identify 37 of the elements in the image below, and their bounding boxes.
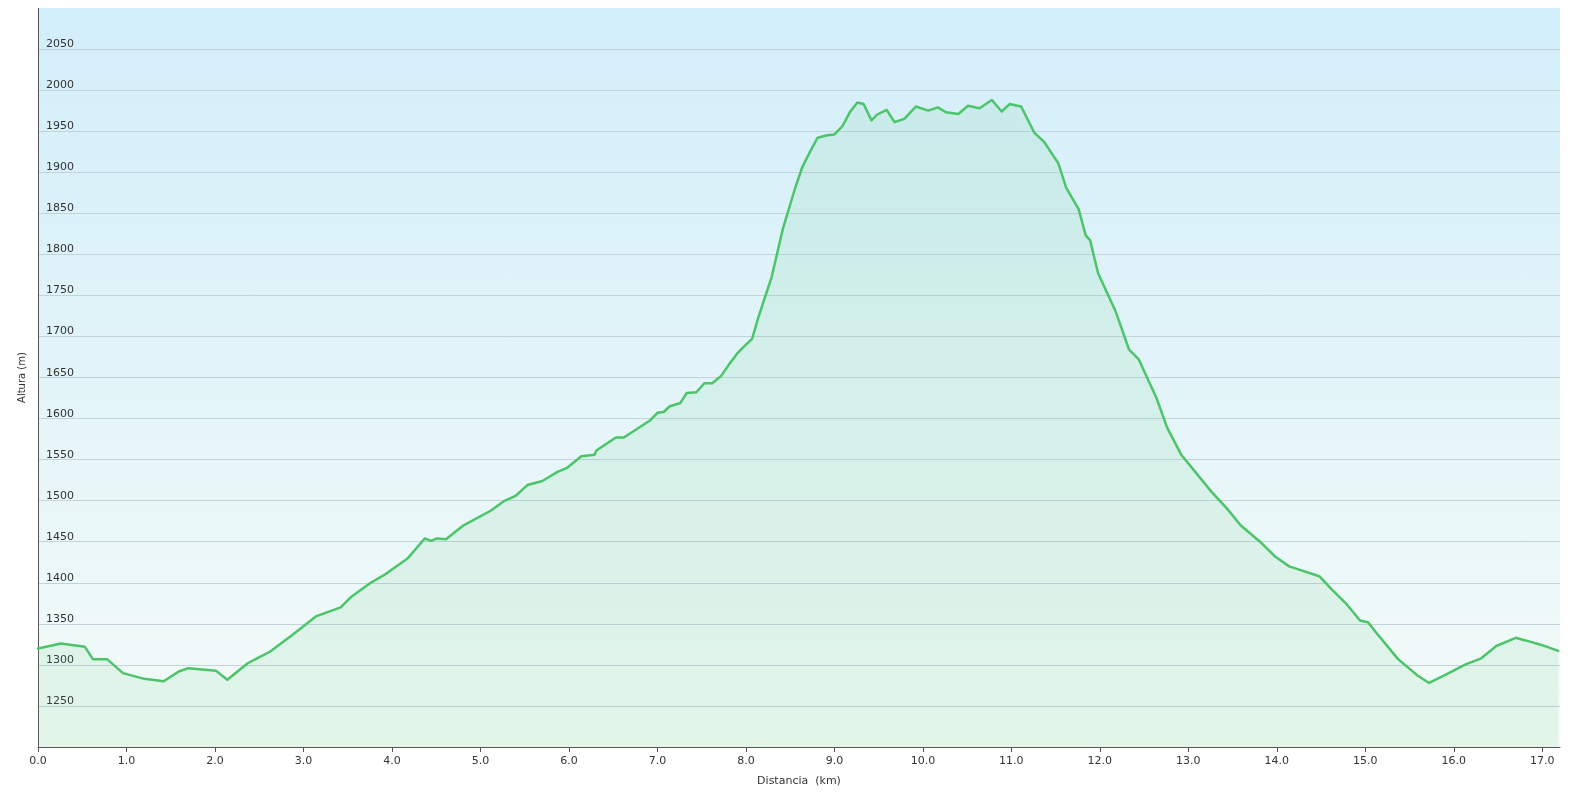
x-tick-label: 4.0 <box>383 754 401 767</box>
y-tick-label: 1950 <box>46 119 74 133</box>
y-tick-label: 1250 <box>46 693 74 707</box>
y-tick-label: 2000 <box>46 78 74 92</box>
x-axis-title: Distancia (km) <box>757 774 841 787</box>
x-tick-label: 6.0 <box>560 754 578 767</box>
y-tick-label: 1350 <box>46 611 74 625</box>
y-tick-label: 1400 <box>46 570 74 584</box>
x-tick-label: 3.0 <box>294 754 313 767</box>
y-tick-label: 2050 <box>46 37 74 51</box>
y-tick-label: 1300 <box>46 652 74 666</box>
y-tick-label: 1550 <box>46 447 74 461</box>
x-tick-label: 12.0 <box>1087 754 1113 767</box>
x-tick-label: 8.0 <box>737 754 755 767</box>
y-tick-label: 1500 <box>46 488 74 502</box>
x-tick-label: 0.0 <box>29 754 47 767</box>
x-tick-label: 10.0 <box>910 754 936 767</box>
y-tick-label: 1850 <box>46 201 74 215</box>
y-axis-title: Altura (m) <box>15 351 27 403</box>
y-tick-label: 1750 <box>46 283 74 297</box>
x-tick-label: 16.0 <box>1441 754 1467 767</box>
x-tick-label: 9.0 <box>825 754 844 767</box>
y-tick-label: 1600 <box>46 406 74 420</box>
x-tick-label: 5.0 <box>471 754 490 767</box>
x-tick-label: 15.0 <box>1353 754 1378 767</box>
x-tick-label: 11.0 <box>999 754 1024 767</box>
y-tick-label: 1900 <box>46 160 74 174</box>
y-tick-label: 1800 <box>46 242 74 256</box>
y-tick-label: 1450 <box>46 529 74 543</box>
x-tick-label: 7.0 <box>648 754 667 767</box>
x-tick-label: 1.0 <box>117 754 136 767</box>
x-tick-label: 2.0 <box>206 754 224 767</box>
x-tick-label: 14.0 <box>1264 754 1290 767</box>
y-tick-label: 1650 <box>46 365 74 379</box>
x-tick-label: 17.0 <box>1530 754 1555 767</box>
x-tick-label: 13.0 <box>1176 754 1201 767</box>
y-tick-label: 1700 <box>46 324 74 338</box>
